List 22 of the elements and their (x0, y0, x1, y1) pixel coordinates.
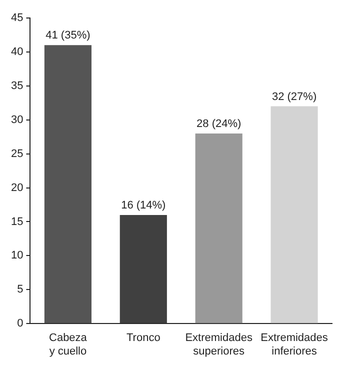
x-tick-label: Tronco (126, 332, 160, 344)
bar (270, 106, 318, 324)
y-tick-label: 15 (10, 216, 24, 228)
y-tick-label: 35 (10, 80, 24, 92)
y-tick-label: 30 (10, 114, 24, 126)
data-label: 32 (27%) (272, 90, 317, 103)
y-tick-label: 5 (17, 284, 24, 296)
x-tick-label: Cabeza y cuello (48, 332, 88, 358)
data-label: 28 (24%) (196, 118, 242, 130)
y-tick-label: 45 (10, 12, 24, 24)
bar (195, 133, 242, 324)
bar (120, 214, 167, 324)
data-label: 16 (14%) (121, 199, 166, 212)
bar (44, 45, 92, 324)
x-tick-label: Extremidades superiores (185, 332, 253, 358)
y-tick-label: 0 (17, 318, 24, 330)
y-tick-label: 40 (10, 46, 24, 58)
y-tick-label: 20 (10, 182, 24, 194)
y-tick-label: 25 (10, 148, 24, 160)
x-tick-label: Extremidades inferiores (260, 332, 328, 358)
y-tick-label: 10 (10, 250, 24, 262)
data-label: 41 (35%) (46, 30, 90, 42)
